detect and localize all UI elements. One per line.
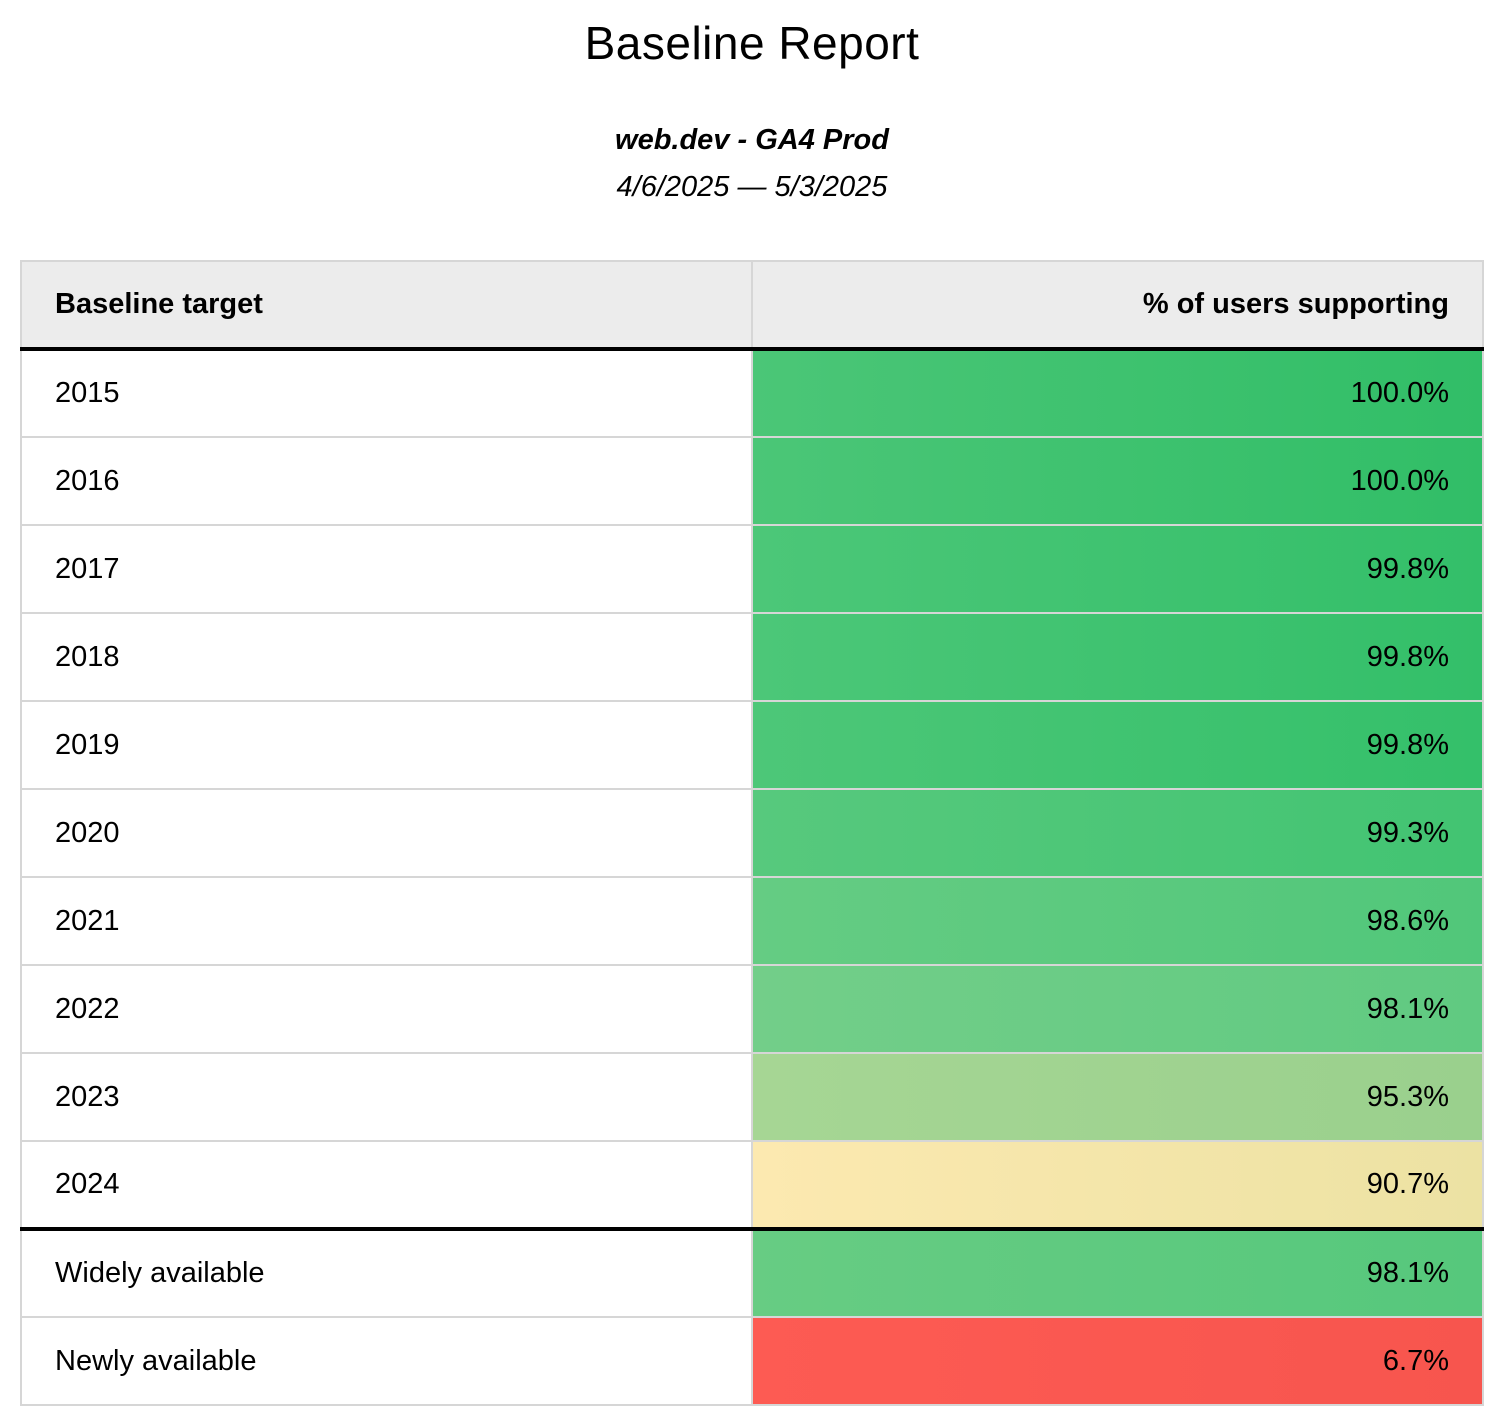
table-row: 2024 90.7% bbox=[20, 1140, 1484, 1230]
row-value: 99.3% bbox=[751, 788, 1484, 878]
baseline-table: Baseline target % of users supporting 20… bbox=[20, 260, 1484, 1406]
table-row: 2015 100.0% bbox=[20, 348, 1484, 438]
column-header-baseline-target: Baseline target bbox=[20, 260, 753, 351]
table-row: 2017 99.8% bbox=[20, 524, 1484, 614]
table-row: 2023 95.3% bbox=[20, 1052, 1484, 1142]
row-label: 2015 bbox=[20, 348, 753, 438]
report-subtitle: web.dev - GA4 Prod bbox=[615, 124, 889, 156]
table-header-row: Baseline target % of users supporting bbox=[20, 260, 1484, 351]
row-value: 98.6% bbox=[751, 876, 1484, 966]
row-label: 2020 bbox=[20, 788, 753, 878]
table-row: 2019 99.8% bbox=[20, 700, 1484, 790]
row-value: 100.0% bbox=[751, 348, 1484, 438]
row-value: 100.0% bbox=[751, 436, 1484, 526]
table-header: Baseline target % of users supporting bbox=[20, 260, 1484, 351]
table-row-newly-available: Newly available 6.7% bbox=[20, 1316, 1484, 1406]
row-label: 2022 bbox=[20, 964, 753, 1054]
row-label: 2024 bbox=[20, 1140, 753, 1230]
report-date-range: 4/6/2025 — 5/3/2025 bbox=[616, 171, 888, 203]
page-title: Baseline Report bbox=[584, 17, 920, 69]
row-label: 2017 bbox=[20, 524, 753, 614]
row-value: 99.8% bbox=[751, 700, 1484, 790]
table-row: 2020 99.3% bbox=[20, 788, 1484, 878]
table-row: 2018 99.8% bbox=[20, 612, 1484, 702]
row-value: 90.7% bbox=[751, 1140, 1484, 1230]
table-row: 2016 100.0% bbox=[20, 436, 1484, 526]
row-label: 2019 bbox=[20, 700, 753, 790]
row-value: 98.1% bbox=[751, 1227, 1484, 1318]
row-label: 2018 bbox=[20, 612, 753, 702]
column-header-percent-users: % of users supporting bbox=[751, 260, 1484, 351]
row-value: 98.1% bbox=[751, 964, 1484, 1054]
row-value: 6.7% bbox=[751, 1316, 1484, 1406]
row-value: 95.3% bbox=[751, 1052, 1484, 1142]
row-value: 99.8% bbox=[751, 524, 1484, 614]
row-label: Widely available bbox=[20, 1227, 753, 1318]
table-body: 2015 100.0% 2016 100.0% 2017 99.8% 2018 … bbox=[20, 348, 1484, 1406]
row-label: 2021 bbox=[20, 876, 753, 966]
row-label: 2023 bbox=[20, 1052, 753, 1142]
table-row-widely-available: Widely available 98.1% bbox=[20, 1227, 1484, 1318]
table-row: 2022 98.1% bbox=[20, 964, 1484, 1054]
table-row: 2021 98.6% bbox=[20, 876, 1484, 966]
row-value: 99.8% bbox=[751, 612, 1484, 702]
row-label: 2016 bbox=[20, 436, 753, 526]
row-label: Newly available bbox=[20, 1316, 753, 1406]
